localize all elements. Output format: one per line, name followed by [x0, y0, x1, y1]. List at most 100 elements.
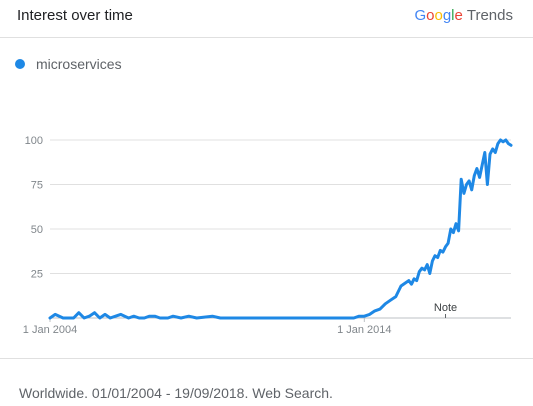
data-point [507, 142, 510, 145]
data-point [389, 299, 392, 302]
logo-letter: l [451, 7, 455, 24]
data-point [394, 295, 397, 298]
series-line-microservices [48, 138, 513, 320]
data-point [363, 315, 366, 318]
annotations: Note [434, 302, 457, 318]
data-point [331, 317, 334, 320]
x-axis: 1 Jan 2004 1 Jan 2014 [23, 318, 392, 336]
logo-letter: g [442, 7, 452, 24]
data-point [384, 302, 387, 305]
data-point [444, 245, 447, 248]
data-point [358, 315, 361, 318]
data-point [486, 183, 489, 186]
y-tick-label: 75 [31, 180, 43, 192]
y-axis-labels: 25 50 75 100 [25, 135, 43, 281]
data-point [352, 317, 355, 320]
y-tick-label: 100 [25, 135, 43, 147]
data-point [481, 163, 484, 166]
data-point [143, 317, 146, 320]
note-label: Note [434, 302, 457, 314]
logo-letter: o [434, 7, 443, 24]
data-point [452, 231, 455, 234]
chart-legend[interactable]: microservices [15, 55, 122, 73]
data-point [300, 317, 303, 320]
data-point [434, 254, 437, 257]
x-tick-label: 1 Jan 2004 [23, 324, 77, 336]
line-chart[interactable]: 25 50 75 100 1 Jan 2004 1 Jan 2014 Note [0, 0, 533, 358]
data-point [460, 178, 463, 181]
chart-footer: Worldwide. 01/01/2004 - 19/09/2018. Web … [0, 358, 533, 406]
data-point [138, 317, 141, 320]
data-point [98, 317, 101, 320]
data-point [431, 260, 434, 263]
data-point [83, 317, 86, 320]
data-point [49, 317, 52, 320]
data-point [489, 153, 492, 156]
data-point [407, 279, 410, 282]
data-point [420, 267, 423, 270]
data-point [77, 311, 80, 314]
data-point [457, 229, 460, 232]
data-point [426, 263, 429, 266]
x-tick-label: 1 Jan 2014 [337, 324, 391, 336]
data-point [418, 270, 421, 273]
data-point [494, 151, 497, 154]
data-point [470, 188, 473, 191]
data-point [109, 317, 112, 320]
data-point [405, 281, 408, 284]
data-point [410, 283, 413, 286]
footer-text: Worldwide. 01/01/2004 - 19/09/2018. Web … [19, 385, 333, 401]
data-point [62, 317, 65, 320]
data-point [127, 317, 130, 320]
data-point [428, 272, 431, 275]
logo-letter: G [414, 7, 427, 24]
data-point [475, 167, 478, 170]
chart-grid [50, 139, 511, 319]
logo-letter: o [426, 7, 435, 24]
data-point [423, 268, 426, 271]
data-point [510, 144, 513, 147]
data-point [454, 222, 457, 225]
data-point [54, 313, 57, 316]
data-point [462, 192, 465, 195]
data-point [219, 317, 222, 320]
data-point [114, 315, 117, 318]
google-trends-logo[interactable]: Google Trends [414, 7, 513, 24]
y-tick-label: 50 [31, 224, 43, 236]
data-point [473, 174, 476, 177]
data-point [88, 315, 91, 318]
data-point [436, 256, 439, 259]
data-point [148, 315, 151, 318]
data-point [368, 313, 371, 316]
data-point [172, 315, 175, 318]
data-point [483, 151, 486, 154]
data-point [187, 315, 190, 318]
data-point [449, 228, 452, 231]
data-point [373, 309, 376, 312]
data-point [465, 183, 468, 186]
data-point [195, 317, 198, 320]
data-point [379, 308, 382, 311]
data-point [496, 142, 499, 145]
data-point [211, 315, 214, 318]
data-point [491, 147, 494, 150]
y-tick-label: 25 [31, 269, 43, 281]
data-point [439, 249, 442, 252]
data-point [504, 139, 507, 142]
data-point [468, 179, 471, 182]
chart-title: Interest over time [17, 7, 133, 24]
data-point [179, 317, 182, 320]
series-layer [48, 138, 513, 320]
legend-dot-icon [15, 59, 25, 69]
legend-label: microservices [36, 56, 122, 72]
data-point [93, 311, 96, 314]
data-point [499, 139, 502, 142]
data-point [413, 277, 416, 280]
data-point [415, 279, 418, 282]
data-point [119, 313, 122, 316]
data-point [104, 313, 107, 316]
data-point [399, 284, 402, 287]
data-point [237, 317, 240, 320]
data-point [159, 317, 162, 320]
data-point [72, 317, 75, 320]
